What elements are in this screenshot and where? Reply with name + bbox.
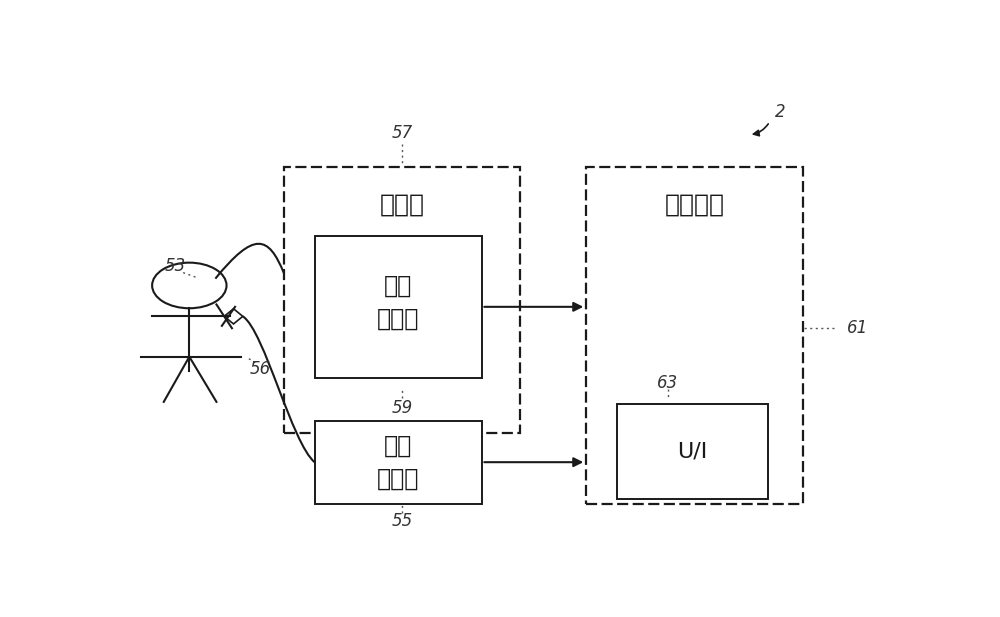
Text: 2: 2 [775,103,785,121]
Polygon shape [224,308,243,324]
Text: 呼吸机: 呼吸机 [380,193,425,217]
Text: 53: 53 [165,257,186,275]
Text: 57: 57 [392,125,413,143]
Bar [315,421,482,504]
Text: 63: 63 [657,374,678,392]
Text: U/I: U/I [678,442,708,462]
Text: 脉搏
血氧计: 脉搏 血氧计 [377,434,419,491]
Bar [315,236,482,378]
Text: 59: 59 [392,399,413,416]
Text: 61: 61 [847,319,868,337]
Text: 计算单元: 计算单元 [665,193,725,217]
Bar [586,167,803,504]
Text: 56: 56 [250,360,271,378]
Text: 55: 55 [392,511,413,529]
Text: 气体
分析仪: 气体 分析仪 [377,273,419,331]
Bar [284,167,520,433]
Bar [617,404,768,499]
